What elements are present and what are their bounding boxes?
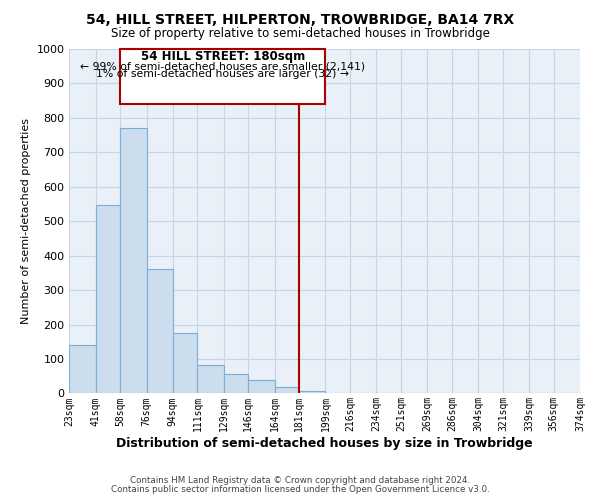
Bar — [173, 333, 197, 394]
Bar — [146, 270, 173, 394]
FancyBboxPatch shape — [121, 49, 325, 104]
Bar — [275, 387, 299, 394]
Bar — [121, 128, 146, 394]
Text: ← 99% of semi-detached houses are smaller (2,141): ← 99% of semi-detached houses are smalle… — [80, 61, 365, 71]
Text: Contains HM Land Registry data © Crown copyright and database right 2024.: Contains HM Land Registry data © Crown c… — [130, 476, 470, 485]
Bar — [197, 365, 224, 394]
Text: Size of property relative to semi-detached houses in Trowbridge: Size of property relative to semi-detach… — [110, 28, 490, 40]
Bar — [299, 390, 325, 394]
X-axis label: Distribution of semi-detached houses by size in Trowbridge: Distribution of semi-detached houses by … — [116, 437, 533, 450]
Text: 1% of semi-detached houses are larger (32) →: 1% of semi-detached houses are larger (3… — [97, 70, 349, 80]
Bar — [224, 374, 248, 394]
Text: 54, HILL STREET, HILPERTON, TROWBRIDGE, BA14 7RX: 54, HILL STREET, HILPERTON, TROWBRIDGE, … — [86, 12, 514, 26]
Text: Contains public sector information licensed under the Open Government Licence v3: Contains public sector information licen… — [110, 484, 490, 494]
Bar — [95, 204, 121, 394]
Bar — [248, 380, 275, 394]
Bar — [70, 345, 95, 394]
Y-axis label: Number of semi-detached properties: Number of semi-detached properties — [21, 118, 31, 324]
Text: 54 HILL STREET: 180sqm: 54 HILL STREET: 180sqm — [141, 50, 305, 63]
